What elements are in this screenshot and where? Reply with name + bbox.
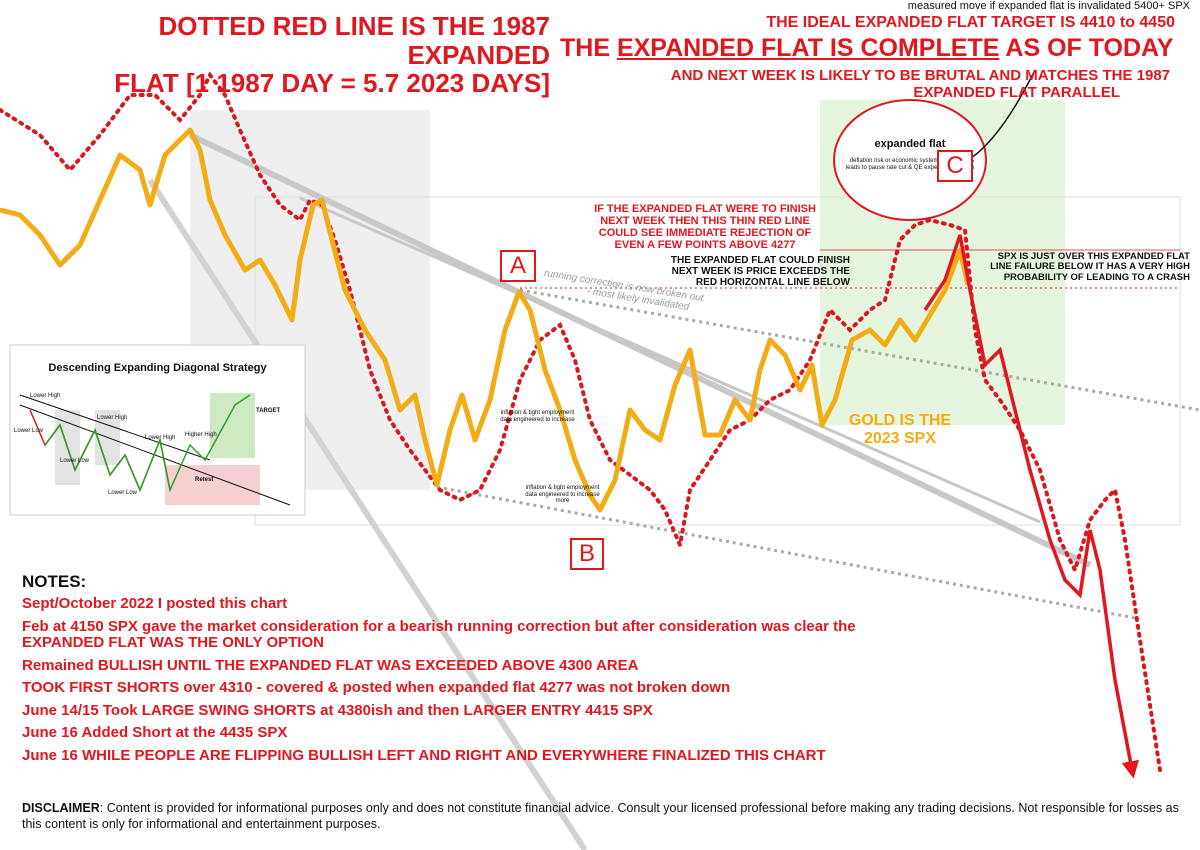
gray-trend-line (188, 132, 1092, 568)
inset-title: Descending Expanding Diagonal Strategy (48, 362, 267, 374)
thin-red-line-note: IF THE EXPANDED FLAT WERE TO FINISH NEXT… (585, 203, 825, 251)
title-line: FLAT [1 1987 DAY = 5.7 2023 DAYS] (114, 68, 550, 99)
red-1987-line (0, 71, 1162, 772)
label-a: A (500, 250, 536, 282)
inset-label: Lower High (97, 415, 128, 421)
arrow (964, 69, 1036, 163)
inset-label: Lower Low (14, 428, 44, 434)
red-projection (923, 234, 1139, 779)
inset-label: Lower Low (108, 490, 138, 496)
inflation-note: inflation & tight employment data engine… (525, 485, 600, 505)
inset-label: Retest (195, 477, 214, 483)
gold-line (0, 127, 971, 513)
inset-label: Lower Low (60, 458, 90, 464)
inset-label: Lower High (30, 393, 61, 399)
note-line: June 16 Added Short at the 4435 SPX (22, 724, 288, 741)
note-line: June 16 WHILE PEOPLE ARE FLIPPING BULLIS… (22, 746, 826, 764)
text-line: NEXT WEEK IS PRICE EXCEEDS THE (671, 266, 850, 277)
notes: Sept/October 2022 I posted this chart Feb… (22, 595, 922, 770)
spx-over-note: SPX IS JUST OVER THIS EXPANDED FLAT LINE… (965, 251, 1190, 283)
text-line: GOLD IS THE (848, 412, 952, 429)
gold-note: GOLD IS THE 2023 SPX (835, 412, 965, 447)
could-finish-note: THE EXPANDED FLAT COULD FINISH NEXT WEEK… (640, 255, 850, 288)
inset-line (19, 394, 211, 461)
inset-label: Lower High (145, 435, 176, 441)
text-line: LINE FAILURE BELOW IT HAS A VERY HIGH (990, 261, 1190, 273)
inset-line (19, 404, 291, 506)
inset-label: Higher High (185, 432, 217, 438)
gray-trend-line (147, 178, 588, 850)
text-part: AS OF TODAY (999, 34, 1174, 62)
text-line: THE EXPANDED FLAT COULD FINISH (670, 255, 850, 266)
text-line: EVEN A FEW POINTS ABOVE 4277 (614, 239, 796, 252)
measured-move: measured move if expanded flat is invali… (907, 0, 1190, 12)
circle (833, 99, 987, 221)
circle-title: expanded flat (874, 138, 946, 150)
notes-heading: NOTES: (22, 572, 87, 591)
inset-box (165, 465, 260, 505)
note-line: TOOK FIRST SHORTS over 4310 - covered & … (22, 679, 731, 696)
complete-text: THE EXPANDED FLAT IS COMPLETE AS OF TODA… (560, 34, 1174, 63)
text-line: 2023 SPX (863, 429, 937, 447)
disclaimer-label: DISCLAIMER (22, 801, 100, 815)
inset-box (210, 393, 255, 458)
label-c: C (937, 150, 973, 182)
text-line: PROBABILITY OF LEADING TO A CRASH (1003, 271, 1190, 283)
title-line: DOTTED RED LINE IS THE 1987 EXPANDED (158, 11, 550, 70)
text-line: SPX IS JUST OVER THIS EXPANDED FLAT (997, 251, 1190, 262)
circle-text: deflation risk or economic systemic even… (845, 158, 975, 171)
text-line: EXPANDED FLAT PARALLEL (913, 83, 1120, 101)
note-line: Sept/October 2022 I posted this chart (22, 595, 288, 612)
text-part: EXPANDED FLAT IS COMPLETE (616, 34, 1000, 62)
brutal-text: AND NEXT WEEK IS LIKELY TO BE BRUTAL AND… (580, 67, 1170, 101)
target-text: THE IDEAL EXPANDED FLAT TARGET IS 4410 t… (766, 14, 1175, 31)
text-line: IF THE EXPANDED FLAT WERE TO FINISH (594, 203, 816, 215)
disclaimer-text: : Content is provided for informational … (22, 801, 1179, 832)
note-line: June 14/15 Took LARGE SWING SHORTS at 43… (22, 701, 653, 719)
gray-dotted-line (519, 288, 1200, 412)
gray-trend-line (299, 196, 1041, 524)
inset-green-path (44, 394, 251, 493)
text-line: COULD SEE IMMEDIATE REJECTION OF (598, 227, 812, 240)
text-line: NEXT WEEK THEN THIS THIN RED LINE (600, 215, 810, 228)
label-b: B (570, 538, 604, 570)
inflation-note: inflation & tight employment data engine… (500, 410, 575, 423)
left-title: DOTTED RED LINE IS THE 1987 EXPANDED FLA… (40, 12, 550, 98)
note-line: Remained BULLISH UNTIL THE EXPANDED FLAT… (22, 656, 639, 674)
inset-label: TARGET (256, 408, 281, 414)
note-line: Feb at 4150 SPX gave the market consider… (22, 617, 856, 651)
inset (9, 344, 306, 516)
text-line: RED HORIZONTAL LINE BELOW (695, 277, 850, 288)
text-line: AND NEXT WEEK IS LIKELY TO BE BRUTAL AND… (670, 67, 1170, 84)
disclaimer: DISCLAIMER: Content is provided for info… (22, 800, 1187, 833)
text-part: THE (560, 34, 617, 62)
